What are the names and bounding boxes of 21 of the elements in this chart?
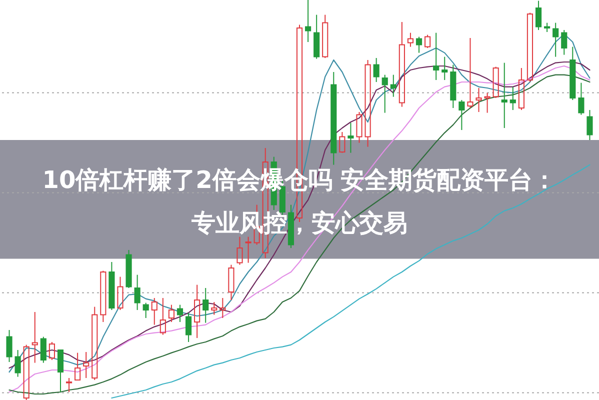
candlestick: [561, 30, 568, 56]
candlestick: [510, 86, 516, 110]
candlestick: [450, 64, 456, 108]
candlestick: [442, 56, 448, 80]
candlestick: [356, 112, 362, 144]
candlestick: [501, 62, 508, 128]
candlestick: [202, 288, 209, 324]
candlestick: [364, 60, 371, 148]
candlestick: [330, 72, 337, 166]
candlestick: [211, 302, 218, 316]
candlestick: [552, 22, 559, 58]
candlestick: [220, 298, 226, 318]
candlestick: [83, 352, 90, 378]
candlestick: [32, 312, 38, 364]
candlestick: [433, 32, 440, 80]
candlestick: [305, 0, 312, 42]
candlestick: [194, 284, 200, 338]
candlestick: [348, 122, 354, 154]
candlestick: [390, 74, 396, 98]
candlestick: [134, 274, 140, 310]
candlestick: [476, 88, 482, 112]
